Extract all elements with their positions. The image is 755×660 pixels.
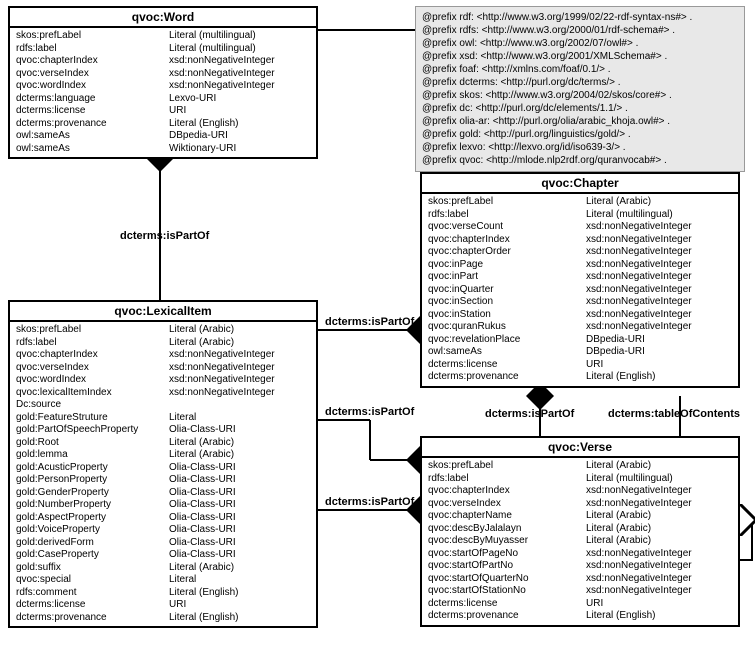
prefix-line: @prefix foaf: <http://xmlns.com/foaf/0.1… [422,63,738,76]
prefix-declarations: @prefix rdf: <http://www.w3.org/1999/02/… [415,6,745,172]
edge-label-word-lexical: dcterms:isPartOf [120,230,209,242]
class-word: qvoc:Word skos:prefLabel rdfs:label qvoc… [8,6,318,159]
chapter-props: skos:prefLabel rdfs:label qvoc:verseCoun… [422,194,580,386]
prefix-line: @prefix qvoc: <http://mlode.nlp2rdf.org/… [422,154,738,167]
prefix-line: @prefix xsd: <http://www.w3.org/2001/XML… [422,50,738,63]
prefix-line: @prefix olia-ar: <http://purl.org/olia/a… [422,115,738,128]
prefix-line: @prefix skos: <http://www.w3.org/2004/02… [422,89,738,102]
edge-label-chapter-verse-toc: dcterms:tableOfContents [608,408,740,420]
verse-props: skos:prefLabel rdfs:label qvoc:chapterIn… [422,458,580,625]
prefix-line: @prefix rdfs: <http://www.w3.org/2000/01… [422,24,738,37]
edge-label-lexical-chapter: dcterms:isPartOf [325,316,414,328]
class-chapter-title: qvoc:Chapter [422,174,738,194]
word-props: skos:prefLabel rdfs:label qvoc:chapterIn… [10,28,163,157]
prefix-line: @prefix dcterms: <http://purl.org/dc/ter… [422,76,738,89]
class-verse: qvoc:Verse skos:prefLabel rdfs:label qvo… [420,436,740,627]
class-word-title: qvoc:Word [10,8,316,28]
chapter-types: Literal (Arabic) Literal (multilingual) … [580,194,738,386]
lexical-props: skos:prefLabel rdfs:label qvoc:chapterIn… [10,322,163,626]
edge-label-lexical-verse-2: dcterms:isPartOf [325,496,414,508]
prefix-line: @prefix gold: <http://purl.org/linguisti… [422,128,738,141]
class-chapter: qvoc:Chapter skos:prefLabel rdfs:label q… [420,172,740,388]
prefix-line: @prefix owl: <http://www.w3.org/2002/07/… [422,37,738,50]
class-lexical-title: qvoc:LexicalItem [10,302,316,322]
class-verse-title: qvoc:Verse [422,438,738,458]
prefix-line: @prefix dc: <http://purl.org/dc/elements… [422,102,738,115]
prefix-line: @prefix rdf: <http://www.w3.org/1999/02/… [422,11,738,24]
edge-label-verse-chapter: dcterms:isPartOf [485,408,574,420]
class-lexical: qvoc:LexicalItem skos:prefLabel rdfs:lab… [8,300,318,628]
verse-types: Literal (Arabic) Literal (multilingual) … [580,458,738,625]
word-types: Literal (multilingual) Literal (multilin… [163,28,316,157]
prefix-line: @prefix lexvo: <http://lexvo.org/id/iso6… [422,141,738,154]
lexical-types: Literal (Arabic) Literal (Arabic) xsd:no… [163,322,316,626]
edge-label-lexical-verse-1: dcterms:isPartOf [325,406,414,418]
